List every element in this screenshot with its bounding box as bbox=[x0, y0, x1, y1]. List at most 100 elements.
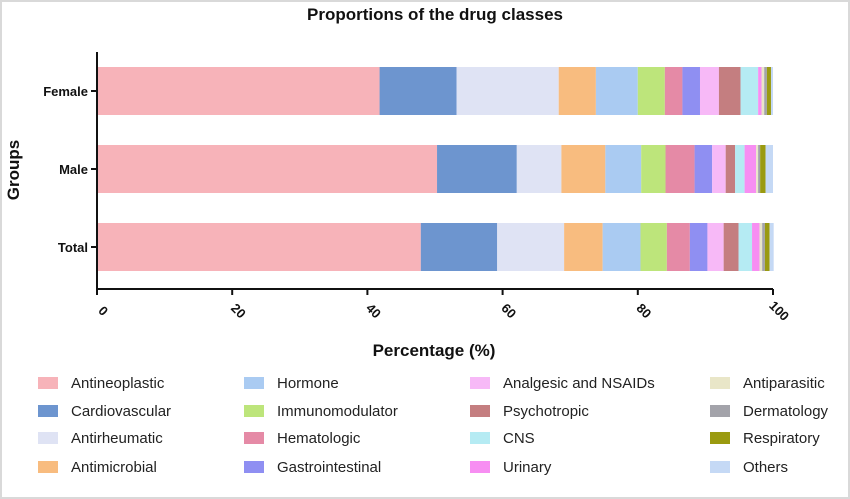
bar-male-urinary bbox=[744, 145, 757, 193]
bar-total-others bbox=[769, 223, 774, 271]
bar-total-respiratory bbox=[764, 223, 770, 271]
legend-item-cns: CNS bbox=[470, 427, 535, 449]
bar-total-antirheumatic bbox=[497, 223, 565, 271]
y-tick-label-male: Male bbox=[59, 162, 88, 177]
bar-total-antiparasitic bbox=[759, 223, 763, 271]
legend-item-antirheumatic: Antirheumatic bbox=[38, 427, 163, 449]
legend-label-gastrointestinal: Gastrointestinal bbox=[277, 458, 382, 476]
x-tick-label-100: 100 bbox=[766, 298, 792, 324]
legend-item-antineoplastic: Antineoplastic bbox=[38, 372, 164, 394]
legend-item-analgesic-and-nsaids: Analgesic and NSAIDs bbox=[470, 372, 655, 394]
bar-total-cns bbox=[738, 223, 753, 271]
bar-male-antiparasitic bbox=[756, 145, 759, 193]
legend-item-respiratory: Respiratory bbox=[710, 427, 820, 449]
bar-female-psychotropic bbox=[718, 67, 741, 115]
legend-item-antiparasitic: Antiparasitic bbox=[710, 372, 825, 394]
bar-male-analgesic-and-nsaids bbox=[712, 145, 726, 193]
bar-male-antineoplastic bbox=[97, 145, 438, 193]
legend-label-hematologic: Hematologic bbox=[277, 429, 361, 447]
legend-item-dermatology: Dermatology bbox=[710, 400, 828, 422]
legend-label-dermatology: Dermatology bbox=[743, 402, 829, 420]
bar-male-cardiovascular bbox=[437, 145, 517, 193]
bar-female-cardiovascular bbox=[379, 67, 457, 115]
legend-swatch-others bbox=[710, 461, 730, 473]
legend-label-antimicrobial: Antimicrobial bbox=[71, 458, 157, 476]
legend-item-urinary: Urinary bbox=[470, 456, 551, 478]
legend-label-antiparasitic: Antiparasitic bbox=[743, 374, 825, 392]
legend-label-cardiovascular: Cardiovascular bbox=[71, 402, 172, 420]
bar-total-immunomodulator bbox=[640, 223, 667, 271]
legend-swatch-antineoplastic bbox=[38, 377, 58, 389]
bar-female-cns bbox=[740, 67, 759, 115]
bar-male-immunomodulator bbox=[641, 145, 666, 193]
bar-total-gastrointestinal bbox=[689, 223, 708, 271]
legend-swatch-cns bbox=[470, 432, 490, 444]
bar-female-respiratory bbox=[766, 67, 771, 115]
legend-label-antineoplastic: Antineoplastic bbox=[71, 374, 165, 392]
bar-female-analgesic-and-nsaids bbox=[699, 67, 719, 115]
bar-male-respiratory bbox=[760, 145, 766, 193]
legend-swatch-psychotropic bbox=[470, 405, 490, 417]
bar-female-antimicrobial bbox=[558, 67, 596, 115]
bar-female-antirheumatic bbox=[456, 67, 559, 115]
bar-male-antirheumatic bbox=[516, 145, 562, 193]
legend-item-psychotropic: Psychotropic bbox=[470, 400, 589, 422]
bar-male-hematologic bbox=[665, 145, 695, 193]
bar-total-analgesic-and-nsaids bbox=[707, 223, 724, 271]
bar-male-hormone bbox=[605, 145, 642, 193]
legend-swatch-gastrointestinal bbox=[244, 461, 264, 473]
bar-female-others bbox=[770, 67, 773, 115]
legend-item-antimicrobial: Antimicrobial bbox=[38, 456, 157, 478]
legend-swatch-hormone bbox=[244, 377, 264, 389]
legend-item-hematologic: Hematologic bbox=[244, 427, 360, 449]
legend-swatch-immunomodulator bbox=[244, 405, 264, 417]
y-tick-label-total: Total bbox=[58, 240, 88, 255]
bar-female-hormone bbox=[595, 67, 638, 115]
bar-female-antineoplastic bbox=[97, 67, 380, 115]
legend-swatch-dermatology bbox=[710, 405, 730, 417]
x-tick-label-80: 80 bbox=[634, 300, 655, 321]
legend-item-gastrointestinal: Gastrointestinal bbox=[244, 456, 381, 478]
bar-total-urinary bbox=[752, 223, 760, 271]
bar-female-dermatology bbox=[764, 67, 767, 115]
legend-swatch-respiratory bbox=[710, 432, 730, 444]
legend-item-immunomodulator: Immunomodulator bbox=[244, 400, 398, 422]
legend-label-respiratory: Respiratory bbox=[743, 429, 820, 447]
bar-male-others bbox=[765, 145, 773, 193]
legend-label-psychotropic: Psychotropic bbox=[503, 402, 589, 420]
bar-male-gastrointestinal bbox=[694, 145, 713, 193]
legend-label-hormone: Hormone bbox=[277, 374, 339, 392]
bar-female-gastrointestinal bbox=[682, 67, 700, 115]
legend-label-urinary: Urinary bbox=[503, 458, 552, 476]
stacked-bar-chart: Proportions of the drug classes Groups P… bbox=[4, 5, 792, 360]
bar-female-immunomodulator bbox=[637, 67, 665, 115]
bar-female-urinary bbox=[758, 67, 762, 115]
y-tick-label-female: Female bbox=[43, 84, 88, 99]
bars-layer bbox=[97, 67, 774, 271]
legend-swatch-hematologic bbox=[244, 432, 264, 444]
legend-swatch-urinary bbox=[470, 461, 490, 473]
bar-female-antiparasitic bbox=[761, 67, 765, 115]
x-axis-label: Percentage (%) bbox=[373, 341, 496, 360]
legend-swatch-antirheumatic bbox=[38, 432, 58, 444]
legend-label-others: Others bbox=[743, 458, 789, 476]
x-tick-label-20: 20 bbox=[228, 300, 249, 321]
x-tick-label-0: 0 bbox=[95, 303, 111, 319]
bar-total-psychotropic bbox=[723, 223, 739, 271]
y-axis-label: Groups bbox=[4, 140, 23, 200]
x-tick-label-60: 60 bbox=[498, 300, 519, 321]
bar-total-antimicrobial bbox=[564, 223, 603, 271]
legend-label-cns: CNS bbox=[503, 429, 535, 447]
bar-male-antimicrobial bbox=[561, 145, 606, 193]
bar-total-dermatology bbox=[762, 223, 765, 271]
legend-label-immunomodulator: Immunomodulator bbox=[277, 402, 398, 420]
bar-total-antineoplastic bbox=[97, 223, 421, 271]
legend-item-cardiovascular: Cardiovascular bbox=[38, 400, 171, 422]
legend-swatch-cardiovascular bbox=[38, 405, 58, 417]
legend-label-analgesic-and-nsaids: Analgesic and NSAIDs bbox=[503, 374, 655, 392]
bar-male-cns bbox=[735, 145, 745, 193]
legend: Antineoplastic Cardiovascular Antirheumati… bbox=[38, 372, 848, 494]
legend-swatch-antimicrobial bbox=[38, 461, 58, 473]
legend-swatch-antiparasitic bbox=[710, 377, 730, 389]
